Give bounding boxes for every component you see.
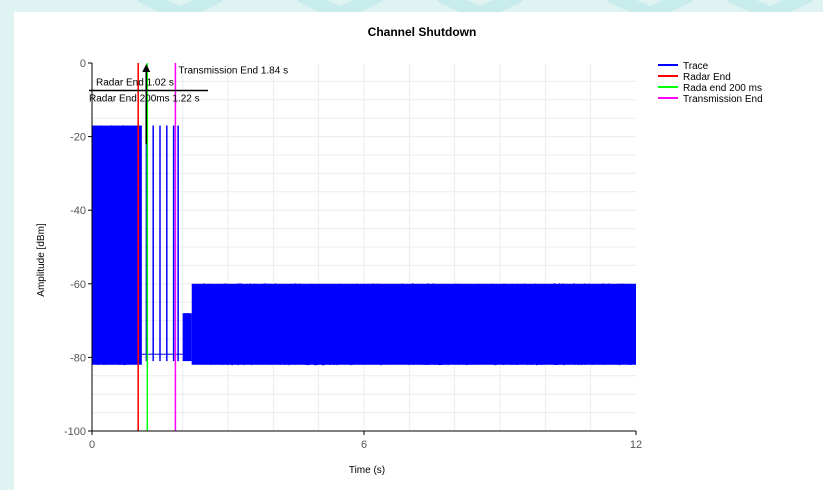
- legend-entry: Radar End: [683, 72, 731, 83]
- y-tick-label: -60: [70, 279, 86, 291]
- y-axis-label: Amplitude [dBm]: [36, 223, 47, 297]
- x-tick-label: 6: [361, 439, 367, 451]
- x-tick-label: 12: [630, 439, 642, 451]
- annotation-transmission-end: Transmission End 1.84 s: [178, 65, 288, 76]
- trace-jitter-bottom: [191, 361, 636, 366]
- trace-segment: [141, 353, 183, 355]
- y-tick-label: -20: [70, 132, 86, 144]
- trace-jitter-top: [91, 124, 142, 130]
- y-tick-label: -40: [70, 205, 86, 217]
- trace-jitter-bottom: [91, 361, 142, 366]
- y-tick-label: 0: [80, 58, 86, 70]
- chart-panel: Channel Shutdown 0 -20 -40 -60 -80 -100 0 6 12 …: [14, 12, 823, 490]
- trace-segment: [182, 313, 192, 362]
- y-tick-labels: 0 -20 -40 -60 -80 -100: [64, 58, 92, 438]
- legend-entry: Rada end 200 ms: [683, 83, 762, 94]
- annotation-radar-end: Radar End 1.02 s: [96, 77, 174, 88]
- y-tick-label: -100: [64, 426, 86, 438]
- annotations: Transmission End 1.84 s Radar End 1.02 s R…: [89, 64, 288, 144]
- trace-jitter-top: [191, 282, 637, 289]
- trace-segment: [92, 125, 142, 365]
- y-tick-label: -80: [70, 352, 86, 364]
- x-axis-label: Time (s): [349, 465, 385, 476]
- legend-entry: Trace: [683, 61, 709, 72]
- channel-shutdown-chart: Channel Shutdown 0-20-40-60-80-100 0 6 12 …: [36, 25, 763, 476]
- trace-segment: [191, 283, 636, 365]
- marker-lines: [137, 63, 177, 431]
- x-tick-labels: 0 6 12: [89, 431, 642, 451]
- trace-series: [91, 124, 637, 366]
- chart-title: Channel Shutdown: [368, 25, 477, 39]
- annotation-arrowhead: [142, 64, 151, 72]
- legend-entry: Transmission End: [683, 94, 763, 105]
- x-tick-label: 0: [89, 439, 95, 451]
- annotation-radar-end-200ms: Radar End 200ms 1.22 s: [89, 93, 200, 104]
